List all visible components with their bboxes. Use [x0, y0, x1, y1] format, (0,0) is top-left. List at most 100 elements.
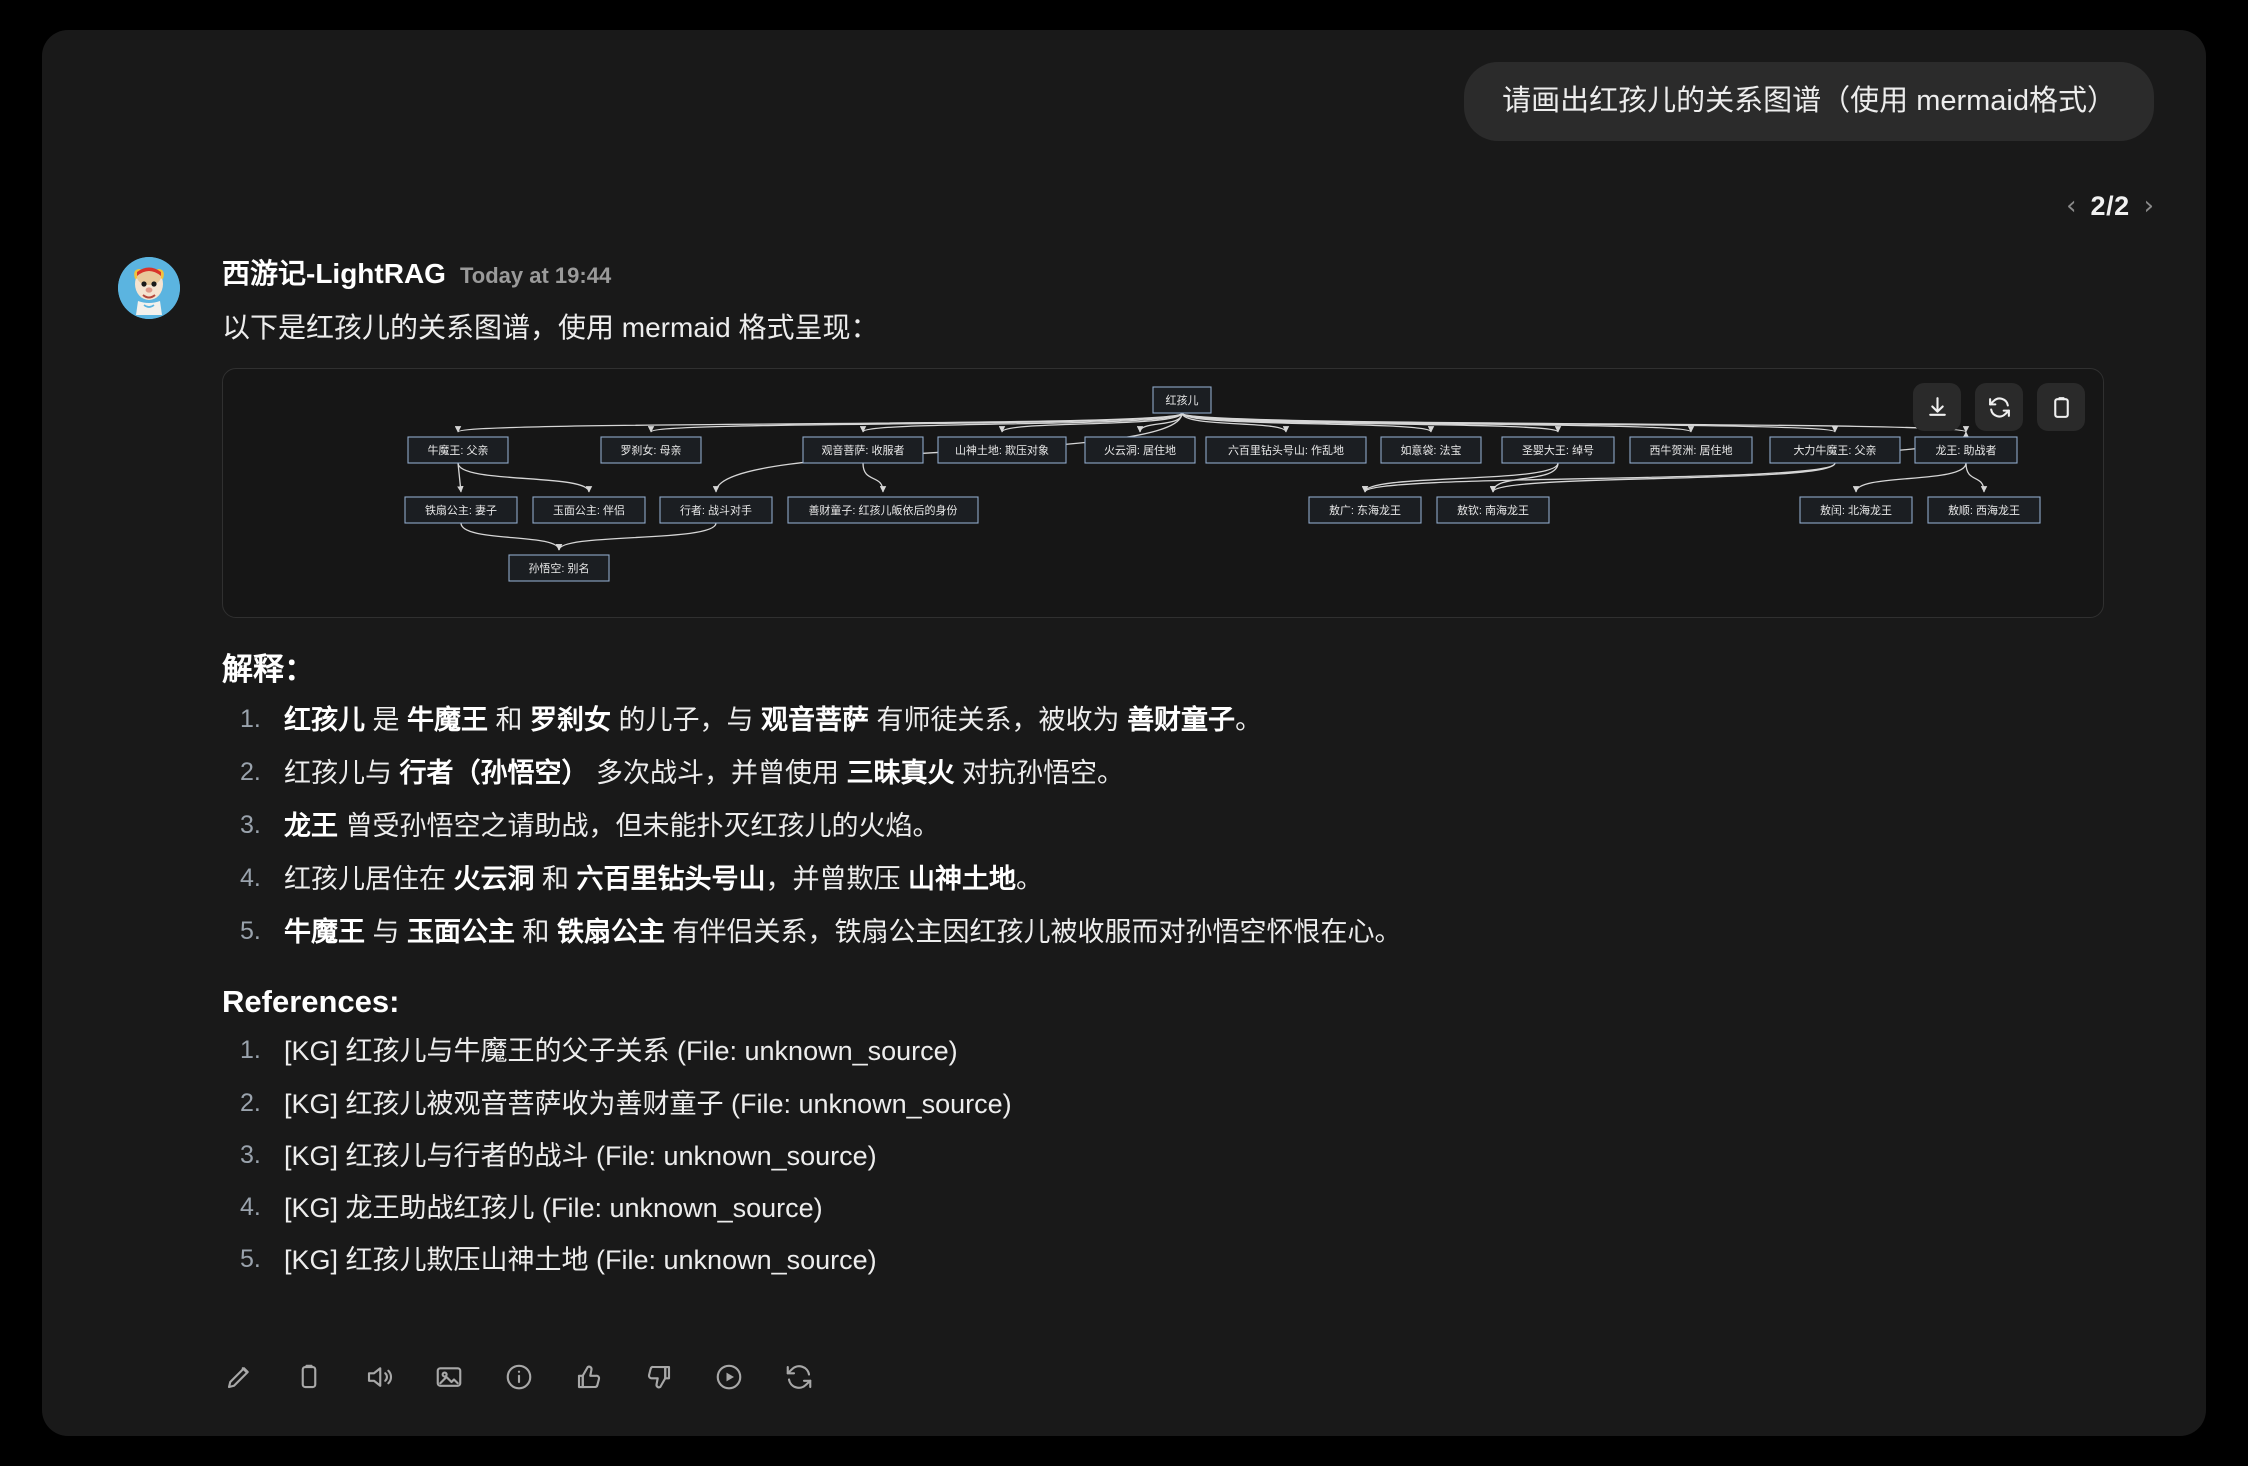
graph-node[interactable]: 大力牛魔王: 父亲	[1769, 436, 1901, 464]
graph-edge	[1852, 462, 1967, 493]
graph-edge	[648, 412, 1183, 433]
graph-node[interactable]: 孙悟空: 别名	[508, 554, 610, 582]
diagram-toolbar	[1913, 383, 2085, 431]
graph-node-label: 圣婴大王: 绰号	[1522, 443, 1594, 457]
graph-edge	[460, 522, 563, 551]
refresh-icon[interactable]	[782, 1360, 816, 1394]
graph-node-label: 敖钦: 南海龙王	[1457, 503, 1529, 517]
graph-node-label: 敖广: 东海龙王	[1329, 503, 1401, 517]
explanation-item: 龙王 曾受孙悟空之请助战，但未能扑灭红孩儿的火焰。	[240, 809, 940, 842]
graph-node-label: 罗刹女: 母亲	[620, 443, 681, 457]
message-timestamp: Today at 19:44	[459, 263, 612, 288]
graph-node-label: 铁扇公主: 妻子	[425, 503, 497, 517]
graph-node[interactable]: 西牛贺洲: 居住地	[1629, 436, 1753, 464]
graph-edge	[1181, 412, 1290, 433]
mermaid-diagram-container: 红孩儿牛魔王: 父亲 罗刹女: 母亲 观音菩萨: 收服者 山神土地: 欺压对象 火云洞:…	[222, 368, 2104, 618]
assistant-intro-text: 以下是红孩儿的关系图谱，使用 mermaid 格式呈现：	[222, 312, 879, 343]
graph-node-label: 善财童子: 红孩儿皈依后的身份	[808, 503, 957, 517]
assistant-header: 西游记-LightRAG Today at 19:44	[222, 252, 2154, 292]
explanation-item: 红孩儿居住在 火云洞 和 六百里钻头号山，并曾欺压 山神土地。	[240, 862, 1044, 895]
graph-edge	[555, 522, 717, 551]
user-message-row: 请画出红孩儿的关系图谱（使用 mermaid格式）	[1464, 62, 2154, 142]
chevron-right-icon[interactable]: ›	[2143, 191, 2154, 221]
graph-node[interactable]: 如意袋: 法宝	[1380, 436, 1482, 464]
graph-node-label: 红孩儿	[1166, 394, 1199, 407]
message-action-bar	[222, 1360, 816, 1394]
download-icon[interactable]	[1913, 383, 1961, 431]
graph-node-label: 如意袋: 法宝	[1400, 443, 1461, 457]
graph-node-label: 牛魔王: 父亲	[427, 443, 488, 457]
info-icon[interactable]	[502, 1360, 536, 1394]
explanation-item: 牛魔王 与 玉面公主 和 铁扇公主 有伴侣关系，铁扇公主因红孩儿被收服而对孙悟空…	[240, 915, 1402, 948]
clipboard-icon[interactable]	[2037, 383, 2085, 431]
graph-edge	[859, 412, 1183, 433]
references-list: [KG] 红孩儿与牛魔王的父子关系 (File: unknown_source)…	[222, 1034, 2154, 1277]
chevron-left-icon[interactable]: ‹	[2066, 191, 2077, 221]
graph-node-label: 观音菩萨: 收服者	[821, 443, 904, 457]
reference-item: [KG] 龙王助战红孩儿 (File: unknown_source)	[240, 1191, 823, 1224]
graph-node-label: 龙王: 助战者	[1935, 443, 1996, 457]
explanation-title: 解释：	[222, 652, 315, 687]
graph-node[interactable]: 山神土地: 欺压对象	[937, 436, 1067, 464]
graph-node[interactable]: 敖广: 东海龙王	[1308, 496, 1422, 524]
references-title: References:	[222, 984, 400, 1020]
graph-edge	[1181, 412, 1562, 433]
graph-node[interactable]: 六百里钻头号山: 作乱地	[1205, 436, 1367, 464]
edit-pencil-icon[interactable]	[222, 1360, 256, 1394]
graph-node-label: 行者: 战斗对手	[680, 503, 752, 517]
assistant-message: 西游记-LightRAG Today at 19:44 以下是红孩儿的关系图谱，…	[118, 252, 2154, 1295]
graph-node[interactable]: 敖顺: 西海龙王	[1927, 496, 2041, 524]
graph-edge	[998, 412, 1183, 433]
explanation-item: 红孩儿 是 牛魔王 和 罗刹女 的儿子，与 观音菩萨 有师徒关系，被收为 善财童…	[240, 703, 1263, 736]
graph-node[interactable]: 玉面公主: 伴侣	[532, 496, 646, 524]
graph-edge	[1489, 462, 1836, 493]
graph-node[interactable]: 敖钦: 南海龙王	[1436, 496, 1550, 524]
graph-node[interactable]: 罗刹女: 母亲	[600, 436, 702, 464]
reference-item: [KG] 红孩儿与牛魔王的父子关系 (File: unknown_source)	[240, 1034, 958, 1067]
user-message-bubble: 请画出红孩儿的关系图谱（使用 mermaid格式）	[1464, 62, 2154, 142]
graph-node[interactable]: 观音菩萨: 收服者	[802, 436, 924, 464]
graph-node-label: 山神土地: 欺压对象	[955, 443, 1049, 457]
graph-node-label: 敖顺: 西海龙王	[1948, 503, 2020, 517]
pagination-counter: 2/2	[2090, 190, 2130, 221]
graph-edge	[1361, 462, 1836, 493]
graph-node-label: 西牛贺洲: 居住地	[1649, 443, 1732, 457]
graph-node-label: 敖闰: 北海龙王	[1820, 503, 1892, 517]
explanation-item: 红孩儿与 行者（孙悟空） 多次战斗，并曾使用 三昧真火 对抗孙悟空。	[240, 756, 1125, 789]
graph-node-label: 玉面公主: 伴侣	[553, 503, 625, 517]
graph-edge	[457, 462, 464, 493]
graph-node[interactable]: 敖闰: 北海龙王	[1799, 496, 1913, 524]
graph-node[interactable]: 牛魔王: 父亲	[407, 436, 509, 464]
graph-node[interactable]: 铁扇公主: 妻子	[404, 496, 518, 524]
play-circle-icon[interactable]	[712, 1360, 746, 1394]
avatar	[118, 257, 180, 319]
graph-node[interactable]: 红孩儿	[1152, 386, 1212, 414]
graph-edge	[455, 412, 1183, 433]
clipboard-icon[interactable]	[292, 1360, 326, 1394]
graph-edge	[1965, 462, 1988, 493]
graph-edge	[1181, 412, 1435, 433]
thumbs-down-icon[interactable]	[642, 1360, 676, 1394]
graph-edge	[1361, 462, 1559, 493]
graph-node[interactable]: 圣婴大王: 绰号	[1501, 436, 1615, 464]
speaker-icon[interactable]	[362, 1360, 396, 1394]
assistant-name: 西游记-LightRAG	[222, 258, 446, 289]
graph-edge	[457, 462, 593, 493]
image-icon[interactable]	[432, 1360, 466, 1394]
graph-node-label: 六百里钻头号山: 作乱地	[1228, 443, 1344, 457]
reference-item: [KG] 红孩儿欺压山神土地 (File: unknown_source)	[240, 1243, 877, 1276]
explanation-list: 红孩儿 是 牛魔王 和 罗刹女 的儿子，与 观音菩萨 有师徒关系，被收为 善财童…	[222, 703, 2154, 950]
graph-node-label: 大力牛魔王: 父亲	[1793, 443, 1876, 457]
graph-node[interactable]: 善财童子: 红孩儿皈依后的身份	[787, 496, 979, 524]
graph-node-label: 孙悟空: 别名	[528, 561, 589, 575]
refresh-icon[interactable]	[1975, 383, 2023, 431]
graph-node[interactable]: 龙王: 助战者	[1914, 436, 2018, 464]
thumbs-up-icon[interactable]	[572, 1360, 606, 1394]
reference-item: [KG] 红孩儿被观音菩萨收为善财童子 (File: unknown_sourc…	[240, 1087, 1012, 1120]
graph-node-label: 火云洞: 居住地	[1104, 443, 1176, 457]
message-pagination: ‹ 2/2 ›	[2066, 188, 2154, 224]
graph-node[interactable]: 行者: 战斗对手	[659, 496, 773, 524]
graph-edge	[862, 462, 887, 493]
graph-node[interactable]: 火云洞: 居住地	[1084, 436, 1196, 464]
